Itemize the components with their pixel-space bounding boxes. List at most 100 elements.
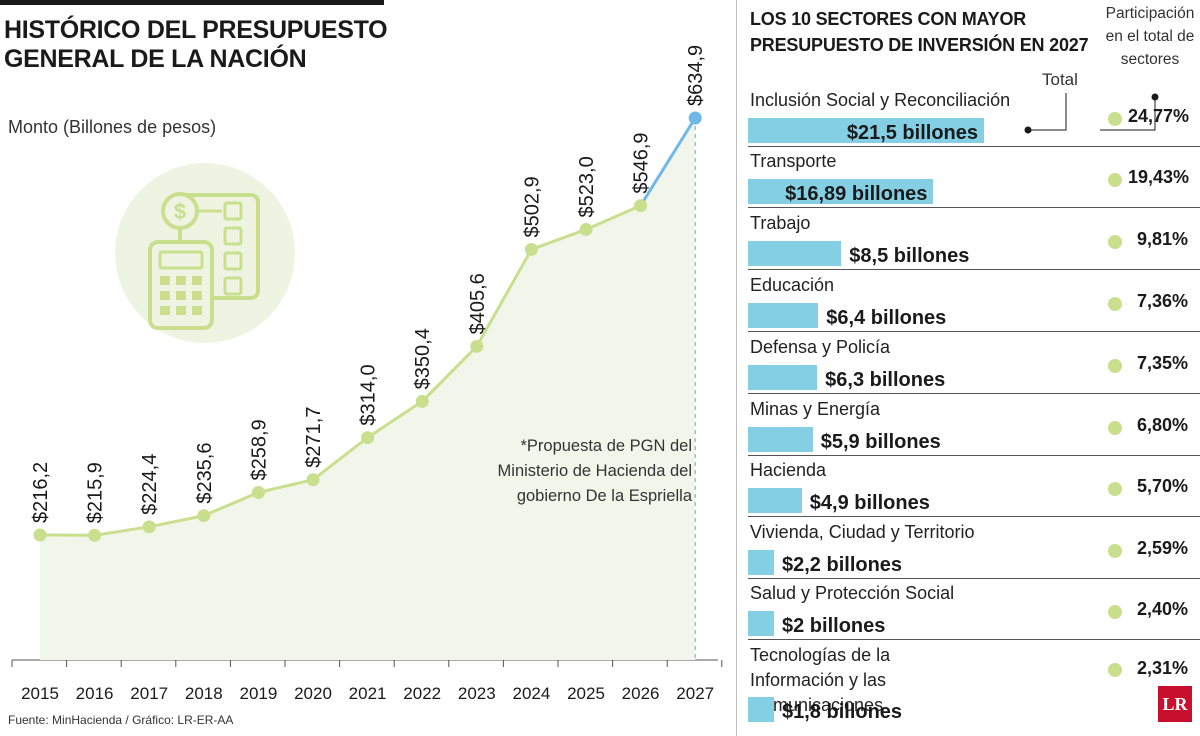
value-label-2025: $523,0 — [576, 156, 598, 217]
sector-value-label: $21,5 billones — [846, 122, 978, 144]
sector-bar — [748, 488, 802, 513]
share-dot — [1108, 663, 1122, 677]
note-line-1: *Propuesta de PGN del — [520, 437, 692, 455]
sector-row: Minas y Energía $5,9 billones 6,80% — [748, 397, 1200, 459]
sector-row: Salud y Protección Social $2 billones 2,40… — [748, 581, 1200, 643]
share-dot — [1108, 173, 1122, 187]
sector-row: Tecnologías de la Información y las Comu… — [748, 643, 1200, 727]
share-dot — [1108, 605, 1122, 619]
data-point-2027 — [688, 111, 702, 125]
sector-name: Salud y Protección Social — [750, 583, 955, 603]
sector-bar — [748, 118, 984, 143]
sector-share: 7,36% — [1136, 291, 1188, 311]
sector-bar — [748, 611, 774, 636]
data-point-2018 — [197, 509, 211, 523]
x-tick-label-2023: 2023 — [458, 684, 496, 703]
unit-label: Monto (Billones de pesos) — [8, 117, 217, 137]
source-credit: Fuente: MinHacienda / Gráfico: LR-ER-AA — [8, 713, 234, 727]
sector-value-label: $8,5 billones — [849, 245, 970, 267]
data-point-2021 — [361, 431, 375, 445]
total-column-label: Total — [1042, 70, 1078, 89]
share-header-line-3: sectores — [1120, 51, 1180, 68]
projection-line — [639, 117, 697, 207]
data-point-2019 — [251, 485, 265, 499]
title-line-2: GENERAL DE LA NACIÓN — [4, 45, 307, 73]
title-rule — [0, 0, 384, 5]
data-point-2020 — [306, 473, 320, 487]
lr-logo: LR — [1158, 686, 1192, 722]
sector-bar — [748, 241, 842, 266]
value-label-2018: $235,6 — [194, 443, 216, 504]
share-column-header: Participación en el total de sectores — [1095, 2, 1200, 71]
sector-share: 5,70% — [1136, 476, 1188, 496]
sector-value-label: $2,2 billones — [782, 554, 903, 576]
data-point-2023 — [470, 339, 484, 353]
row-separator — [748, 639, 1200, 640]
sector-name: Defensa y Policía — [750, 337, 891, 357]
sector-share: 7,35% — [1136, 353, 1188, 373]
sector-value-label: $16,89 billones — [785, 183, 928, 205]
value-label-2019: $258,9 — [248, 419, 270, 480]
x-tick-label-2015: 2015 — [21, 684, 59, 703]
sector-bar — [748, 179, 934, 204]
data-point-2026 — [634, 199, 648, 213]
sector-bar — [748, 697, 774, 722]
share-header-line-2: en el total de — [1105, 28, 1195, 45]
sector-row: Trabajo $8,5 billones 9,81% — [748, 211, 1200, 273]
share-dot — [1108, 359, 1122, 373]
sector-name: Tecnologías de la Información y las Comu… — [750, 645, 891, 715]
sector-row: Inclusión Social y Reconciliación $21,5 b… — [748, 88, 1200, 150]
svg-text:$: $ — [174, 199, 186, 224]
sector-value-label: $5,9 billones — [820, 431, 941, 453]
sector-bar — [748, 550, 774, 575]
x-tick-label-2016: 2016 — [76, 684, 114, 703]
sector-value-label: $4,9 billones — [809, 492, 930, 514]
chart-title: HISTÓRICO DEL PRESUPUESTO GENERAL DE LA … — [4, 16, 394, 74]
sector-row: Transporte $16,89 billones 19,43% — [748, 149, 1200, 211]
sector-name: Inclusión Social y Reconciliación — [750, 90, 1011, 110]
data-point-2025 — [579, 222, 593, 236]
share-dot — [1108, 235, 1122, 249]
sector-name: Vivienda, Ciudad y Territorio — [750, 522, 975, 542]
value-label-2023: $405,6 — [467, 273, 489, 334]
sector-share: 2,40% — [1136, 599, 1188, 619]
bar-chart-title: LOS 10 SECTORES CON MAYOR PRESUPUESTO DE… — [750, 6, 1100, 58]
value-label-2017: $224,4 — [139, 454, 161, 515]
value-label-2015: $216,2 — [30, 462, 52, 523]
x-tick-label-2027: 2027 — [676, 684, 714, 703]
projection-note: *Propuesta de PGN del Ministerio de Haci… — [478, 434, 692, 509]
sector-share: 2,59% — [1136, 538, 1188, 558]
x-tick-label-2017: 2017 — [130, 684, 168, 703]
share-dot — [1108, 421, 1122, 435]
share-dot — [1108, 297, 1122, 311]
sector-name: Minas y Energía — [750, 399, 881, 419]
row-separator — [748, 269, 1200, 270]
share-header-line-1: Participación — [1105, 5, 1195, 22]
sector-share: 24,77% — [1128, 106, 1190, 126]
data-point-2024 — [524, 242, 538, 256]
note-line-2: Ministerio de Hacienda del — [497, 462, 692, 480]
sector-row: Hacienda $4,9 billones 5,70% — [748, 458, 1200, 520]
data-point-2022 — [415, 394, 429, 408]
x-tick-label-2024: 2024 — [512, 684, 550, 703]
calculator-document-icon: $ — [115, 163, 295, 343]
share-dot — [1108, 482, 1122, 496]
sector-value-label: $2 billones — [782, 615, 886, 637]
sector-name: Educación — [750, 275, 835, 295]
row-separator — [748, 331, 1200, 332]
sector-value-label: $6,4 billones — [826, 307, 947, 329]
row-separator — [748, 578, 1200, 579]
x-tick-label-2025: 2025 — [567, 684, 605, 703]
value-label-2016: $215,9 — [85, 462, 107, 523]
x-tick-label-2022: 2022 — [403, 684, 441, 703]
sector-bar — [748, 303, 819, 328]
value-label-2022: $350,4 — [412, 328, 434, 389]
series-line — [39, 204, 642, 537]
title-line-1: HISTÓRICO DEL PRESUPUESTO — [4, 16, 388, 44]
panel-divider — [736, 0, 737, 736]
data-point-2015 — [33, 528, 47, 542]
value-label-2027: $634,9 — [685, 45, 707, 106]
sector-name: Hacienda — [750, 460, 827, 480]
bar-title-line-2: PRESUPUESTO DE INVERSIÓN EN 2027 — [750, 35, 1089, 55]
x-tick-label-2018: 2018 — [185, 684, 223, 703]
